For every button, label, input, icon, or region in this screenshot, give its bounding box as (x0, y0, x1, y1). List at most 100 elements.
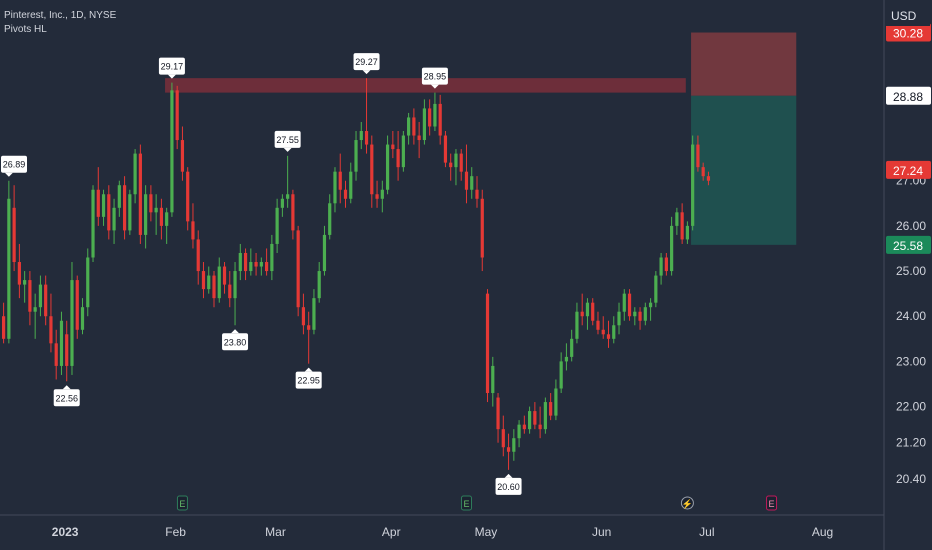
candle-body (144, 194, 148, 235)
candle (38, 275, 43, 317)
pivot-label-low: 22.95 (295, 367, 322, 389)
candle (217, 257, 221, 303)
candle-body (407, 117, 411, 136)
pivot-label-text: 29.27 (355, 57, 378, 67)
candle (496, 393, 500, 443)
price-badge-red: 30.28 (886, 23, 931, 42)
candle (459, 149, 463, 181)
pivot-label-pointer (362, 70, 371, 75)
candle (175, 85, 179, 150)
candle (49, 293, 53, 353)
candle (201, 262, 206, 299)
candle (443, 131, 448, 168)
candle-body (33, 307, 37, 312)
candle-body (170, 90, 174, 213)
candle (296, 225, 300, 317)
pivot-label-text: 23.80 (224, 337, 247, 347)
candle-body (580, 311, 584, 317)
candle-body (2, 316, 6, 339)
candle-body (375, 194, 379, 199)
price-badge-text: 30.28 (893, 27, 923, 41)
candle-body (664, 257, 668, 272)
candle-body (80, 307, 85, 330)
candle (596, 311, 600, 335)
candle (228, 271, 232, 308)
candle (59, 311, 64, 375)
earnings-icon[interactable]: E (460, 495, 472, 511)
pivot-label-box (158, 57, 185, 75)
candle-body (559, 361, 563, 389)
candle-body (470, 176, 474, 190)
time-axis-label: Feb (165, 525, 186, 539)
price-badge-box (886, 160, 931, 179)
news-flash-icon[interactable]: ⚡ (680, 496, 694, 510)
price-badge-red: 27.24 (886, 160, 931, 179)
pivot-label-pointer (283, 147, 292, 152)
candle (170, 82, 174, 217)
candle (580, 293, 584, 326)
candle-body (633, 311, 637, 317)
candle (101, 189, 106, 226)
price-badge-text: 28.88 (893, 90, 923, 104)
candle (364, 78, 369, 154)
candle (307, 311, 311, 364)
candle-body (322, 234, 327, 272)
candle-body (54, 343, 58, 366)
price-badge-green: 25.58 (886, 235, 931, 254)
zone-layer (165, 32, 797, 245)
candle-body (480, 198, 484, 258)
candle (501, 415, 505, 457)
pivot-label-low: 23.80 (222, 329, 249, 351)
pivot-label-box (1, 155, 27, 173)
candle (528, 406, 532, 434)
candle-body (28, 280, 32, 312)
earnings-icon[interactable]: E (176, 495, 188, 511)
candle (28, 271, 32, 326)
candle (633, 307, 637, 326)
candle-body (312, 298, 316, 330)
candle (133, 149, 137, 204)
candle-body (543, 402, 547, 430)
candle-body (270, 243, 274, 272)
candle (75, 275, 79, 339)
event-marker-glyph: E (179, 499, 185, 509)
candle-body (243, 252, 248, 272)
pivot-label-text: 27.55 (276, 135, 299, 145)
candle-body (596, 320, 600, 330)
candle (570, 329, 574, 362)
candle (648, 298, 653, 321)
candle (522, 415, 526, 434)
candle-body (307, 325, 311, 330)
candle-body (428, 108, 432, 127)
candle-body (338, 171, 342, 190)
candle-body (675, 212, 679, 226)
candle (638, 307, 642, 330)
candle-body (691, 144, 695, 226)
pivot-label-low: 20.60 (495, 473, 522, 495)
candle-body (265, 262, 269, 272)
time-axis-label: Mar (265, 525, 286, 539)
price-axis-label: 21.20 (896, 436, 926, 450)
candle (612, 316, 616, 344)
indicator-name: Pivots HL (4, 24, 47, 35)
candle (391, 131, 395, 159)
candle (485, 289, 490, 403)
candle-body (44, 284, 48, 317)
candle (144, 185, 148, 249)
candle-body (296, 230, 300, 308)
candle-body (359, 131, 363, 141)
candle-body (528, 411, 532, 430)
candle (54, 329, 58, 380)
candle (454, 149, 458, 186)
candle-body (459, 153, 463, 172)
candle-body (275, 207, 279, 244)
candle (480, 189, 484, 272)
candle (44, 275, 48, 326)
candle (627, 289, 632, 321)
earnings-icon[interactable]: E (766, 495, 778, 511)
time-axis-label: Jul (699, 525, 714, 539)
candle-body (517, 424, 521, 439)
candle (370, 135, 374, 208)
